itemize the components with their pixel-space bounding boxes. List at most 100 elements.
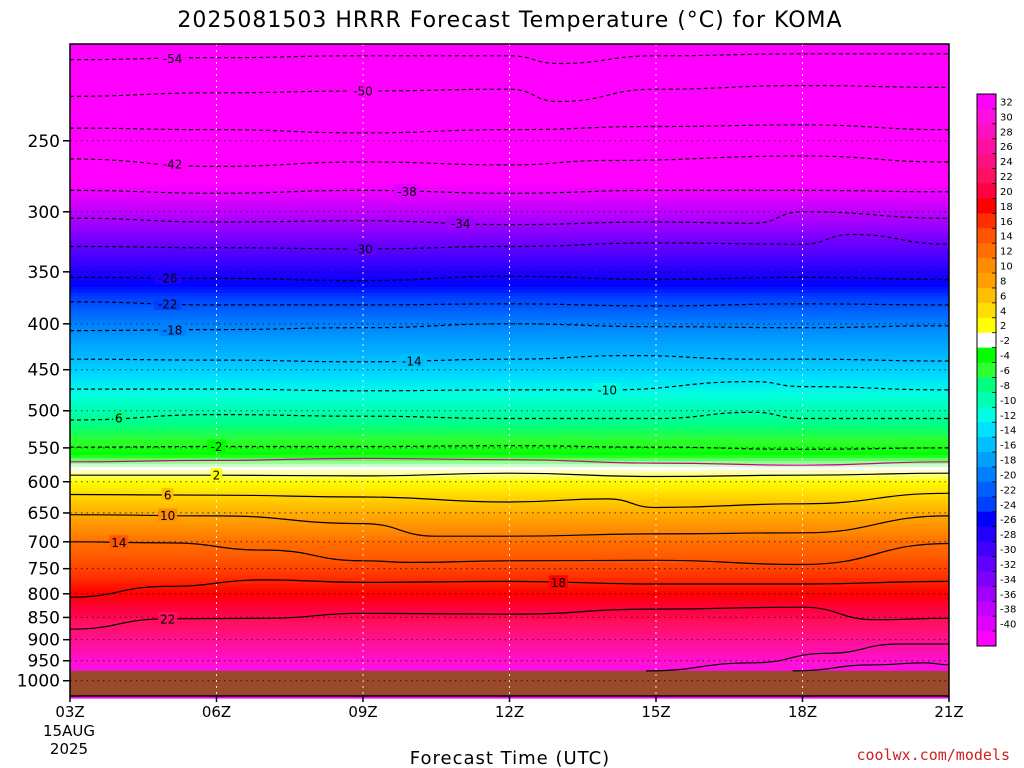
temperature-band — [70, 335, 949, 339]
y-tick-label: 700 — [28, 533, 60, 553]
temperature-band — [70, 425, 949, 429]
temperature-band — [70, 443, 949, 447]
temperature-band — [70, 617, 949, 621]
contour-line — [69, 233, 950, 250]
colorbar-swatch — [977, 153, 996, 170]
colorbar-swatch — [977, 437, 996, 453]
colorbar-swatch — [977, 362, 996, 378]
colorbar-label: 4 — [1000, 306, 1006, 317]
temperature-band — [70, 605, 949, 609]
colorbar-swatch — [977, 347, 996, 364]
colorbar-swatch — [977, 183, 996, 199]
colorbar-label: 20 — [1000, 187, 1013, 198]
temperature-band — [70, 491, 949, 495]
y-tick-label: 1000 — [17, 672, 60, 692]
colorbar-label: 30 — [1000, 112, 1013, 123]
temperature-band — [70, 533, 949, 537]
temperature-band — [70, 101, 949, 105]
credit-text: coolwx.com/models — [856, 746, 1010, 764]
temperature-bands — [70, 44, 949, 699]
colorbar-swatch — [977, 586, 996, 602]
colorbar-swatch — [977, 302, 996, 319]
y-tick-label: 350 — [28, 263, 60, 283]
colorbar-label: -36 — [1000, 590, 1016, 601]
temperature-band — [70, 377, 949, 381]
temperature-band — [70, 467, 949, 471]
temperature-band — [70, 623, 949, 627]
temperature-band — [70, 359, 949, 363]
x-tick-label: 21Z — [934, 703, 963, 721]
contour-label: -18 — [163, 323, 183, 337]
colorbar-label: 24 — [1000, 157, 1013, 168]
temperature-band — [70, 95, 949, 99]
colorbar-swatch — [977, 377, 996, 393]
y-tick-label: 800 — [28, 585, 60, 605]
contour-label: -22 — [158, 297, 178, 311]
y-tick-label: 850 — [28, 608, 60, 628]
colorbar-label: -22 — [1000, 485, 1016, 496]
date-line-1: 15AUG — [43, 722, 95, 740]
temperature-band — [70, 167, 949, 171]
contour-line — [70, 380, 950, 392]
colorbar-label: -24 — [1000, 500, 1016, 511]
colorbar-label: -14 — [1000, 426, 1016, 437]
colorbar-swatch — [977, 228, 996, 244]
temperature-band — [70, 419, 949, 423]
colorbar-label: 22 — [1000, 172, 1013, 183]
temperature-band — [70, 245, 949, 249]
contour-label: -34 — [451, 217, 471, 231]
temperature-band — [70, 599, 949, 603]
temperature-band — [70, 659, 949, 663]
x-tick-label: 09Z — [348, 703, 377, 721]
temperature-band — [70, 323, 949, 327]
temperature-band — [70, 641, 949, 645]
temperature-band — [70, 317, 949, 321]
contour-line — [69, 514, 950, 537]
y-tick-label: 650 — [28, 504, 60, 524]
temperature-band — [70, 185, 949, 189]
temperature-band — [70, 581, 949, 585]
temperature-band — [70, 647, 949, 651]
colorbar-swatch — [977, 541, 996, 557]
contour-label-bg — [159, 51, 186, 65]
colorbar-swatch — [977, 392, 996, 408]
contour-label-bg — [593, 382, 621, 396]
temperature-band — [70, 161, 949, 165]
temperature-band — [70, 137, 949, 141]
contour-label-bg — [349, 83, 377, 97]
colorbar-label: -40 — [1000, 620, 1016, 631]
colorbar-swatch — [977, 556, 996, 572]
temperature-band — [70, 83, 949, 87]
colorbar-label: 8 — [1000, 276, 1006, 287]
chart-title: 2025081503 HRRR Forecast Temperature (°C… — [177, 8, 842, 33]
date-line-2: 2025 — [50, 740, 88, 758]
temperature-band — [70, 413, 949, 417]
temperature-band — [70, 131, 949, 135]
x-tick-label: 03Z — [55, 703, 84, 721]
contour-line — [69, 53, 949, 65]
colorbar-label: -28 — [1000, 530, 1016, 541]
y-tick-label: 400 — [28, 315, 60, 335]
temperature-band — [70, 347, 949, 351]
contour-line — [69, 579, 950, 598]
y-axis: 250 300 350 400 450 500 550 600 650 700 750 800 850 9… — [17, 132, 70, 692]
contour-label-bg — [349, 241, 377, 255]
y-tick-label: 250 — [28, 132, 60, 152]
contour-label-bg — [207, 439, 226, 453]
contour-line — [69, 354, 950, 363]
temperature-band — [70, 59, 949, 63]
colorbar-swatch — [977, 213, 996, 229]
colorbar-swatch — [977, 601, 996, 617]
temperature-band — [70, 545, 949, 549]
contour-label: 22 — [160, 612, 175, 626]
temperature-band — [70, 191, 949, 195]
temperature-band — [70, 485, 949, 489]
colorbar-label: -6 — [1000, 366, 1010, 377]
temperature-band — [70, 47, 949, 51]
x-tick-label: 06Z — [202, 703, 231, 721]
contour-label: -26 — [158, 272, 178, 286]
colorbar-swatch — [977, 496, 996, 513]
temperature-band — [70, 407, 949, 411]
y-tick-label: 550 — [28, 439, 60, 459]
temperature-band — [70, 383, 949, 387]
